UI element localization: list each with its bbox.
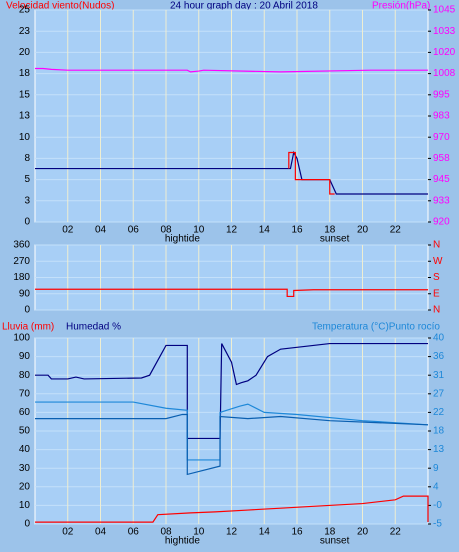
x-tick-label: 22 bbox=[390, 527, 402, 538]
series-line bbox=[35, 288, 428, 298]
y2-tick-label: 9 bbox=[433, 463, 439, 474]
y2-tick-label: 1033 bbox=[433, 26, 456, 37]
x-tick-label: 12 bbox=[226, 225, 238, 236]
x-tick-label: 14 bbox=[259, 225, 271, 236]
series-line bbox=[288, 151, 335, 195]
x-tick-label: 06 bbox=[128, 527, 140, 538]
x-tick-label: 10 bbox=[193, 527, 205, 538]
y2-tick-label: 40 bbox=[433, 333, 445, 344]
y2-tick-label: S bbox=[433, 272, 440, 283]
y2-tick-label: 995 bbox=[433, 89, 450, 100]
y2-tick-label: 13 bbox=[433, 444, 445, 455]
x-tick-label: 20 bbox=[357, 225, 369, 236]
y2-tick-label: 945 bbox=[433, 174, 450, 185]
x-tick-label: 06 bbox=[128, 225, 140, 236]
y-tick-label: 100 bbox=[13, 333, 30, 344]
y2-tick-label: 958 bbox=[433, 153, 450, 164]
x-tick-label: 04 bbox=[95, 527, 107, 538]
y-tick-label: 13 bbox=[19, 111, 31, 122]
y-tick-label: 10 bbox=[19, 132, 31, 143]
y2-tick-label: 983 bbox=[433, 111, 450, 122]
y-tick-label: 23 bbox=[19, 26, 31, 37]
annotation: sunset bbox=[320, 234, 350, 245]
y2-tick-label: N bbox=[433, 240, 440, 251]
y2-tick-label: 970 bbox=[433, 132, 450, 143]
y2-tick-label: 1020 bbox=[433, 47, 456, 58]
y2-tick-label: 22 bbox=[433, 407, 445, 418]
y-tick-label: 360 bbox=[13, 240, 30, 251]
y-tick-label: 270 bbox=[13, 256, 30, 267]
x-tick-label: 16 bbox=[291, 527, 303, 538]
y-tick-label: 80 bbox=[19, 370, 31, 381]
axis-title: Lluvia (mm) bbox=[2, 322, 54, 333]
x-tick-label: 12 bbox=[226, 527, 238, 538]
series-line bbox=[35, 495, 429, 523]
annotation: hightide bbox=[165, 536, 200, 547]
series-line bbox=[35, 67, 428, 73]
y2-tick-label: N bbox=[433, 305, 440, 316]
series-line bbox=[35, 413, 429, 476]
x-tick-label: 10 bbox=[193, 225, 205, 236]
x-tick-label: 02 bbox=[62, 527, 74, 538]
y2-tick-label: 1008 bbox=[433, 68, 456, 79]
axis-title: Velocidad viento(Nudos) bbox=[6, 1, 114, 12]
y-tick-label: 18 bbox=[19, 68, 31, 79]
y2-tick-label: 31 bbox=[433, 370, 445, 381]
y2-tick-label: -0 bbox=[433, 500, 442, 511]
series-line bbox=[35, 150, 428, 195]
axis-title: Humedad % bbox=[66, 322, 121, 333]
x-tick-label: 18 bbox=[324, 527, 336, 538]
y-tick-label: 0 bbox=[24, 217, 30, 228]
y-tick-label: 20 bbox=[19, 47, 31, 58]
y-tick-label: 8 bbox=[24, 153, 30, 164]
y-tick-label: 70 bbox=[19, 388, 31, 399]
y-tick-label: 5 bbox=[24, 174, 30, 185]
x-tick-label: 04 bbox=[95, 225, 107, 236]
axis-title: Presión(hPa) bbox=[372, 1, 430, 12]
y-tick-label: 50 bbox=[19, 426, 31, 437]
y2-tick-label: 27 bbox=[433, 388, 445, 399]
axis-title: 24 hour graph day : 20 Abril 2018 bbox=[170, 1, 318, 12]
y-tick-label: 90 bbox=[19, 351, 31, 362]
y2-tick-label: 18 bbox=[433, 426, 445, 437]
y-tick-label: 90 bbox=[19, 288, 31, 299]
x-tick-label: 20 bbox=[357, 527, 369, 538]
x-tick-label: 02 bbox=[62, 225, 74, 236]
y2-tick-label: W bbox=[433, 256, 443, 267]
y-tick-label: 40 bbox=[19, 444, 31, 455]
y-tick-label: 60 bbox=[19, 407, 31, 418]
y-tick-label: 25 bbox=[19, 5, 31, 16]
x-tick-label: 08 bbox=[160, 527, 172, 538]
y2-tick-label: 933 bbox=[433, 195, 450, 206]
y-tick-label: 10 bbox=[19, 500, 31, 511]
y2-tick-label: 920 bbox=[433, 217, 450, 228]
y-tick-label: 180 bbox=[13, 272, 30, 283]
y2-tick-label: E bbox=[433, 288, 440, 299]
x-tick-label: 22 bbox=[390, 225, 402, 236]
y-tick-label: 30 bbox=[19, 463, 31, 474]
y-tick-label: 3 bbox=[24, 195, 30, 206]
y-tick-label: 15 bbox=[19, 89, 31, 100]
annotation: sunset bbox=[320, 536, 350, 547]
y-tick-label: 0 bbox=[24, 305, 30, 316]
x-tick-label: 14 bbox=[259, 527, 271, 538]
y2-tick-label: 36 bbox=[433, 351, 445, 362]
x-tick-label: 18 bbox=[324, 225, 336, 236]
y2-tick-label: -5 bbox=[433, 519, 442, 530]
annotation: hightide bbox=[165, 234, 200, 245]
y-tick-label: 0 bbox=[24, 519, 30, 530]
y-tick-label: 20 bbox=[19, 481, 31, 492]
series-line bbox=[35, 401, 429, 461]
x-tick-label: 16 bbox=[291, 225, 303, 236]
y2-tick-label: 4 bbox=[433, 481, 439, 492]
y2-tick-label: 1045 bbox=[433, 5, 456, 16]
axis-title: Temperatura (°C)Punto rocío bbox=[312, 322, 440, 333]
x-tick-label: 08 bbox=[160, 225, 172, 236]
